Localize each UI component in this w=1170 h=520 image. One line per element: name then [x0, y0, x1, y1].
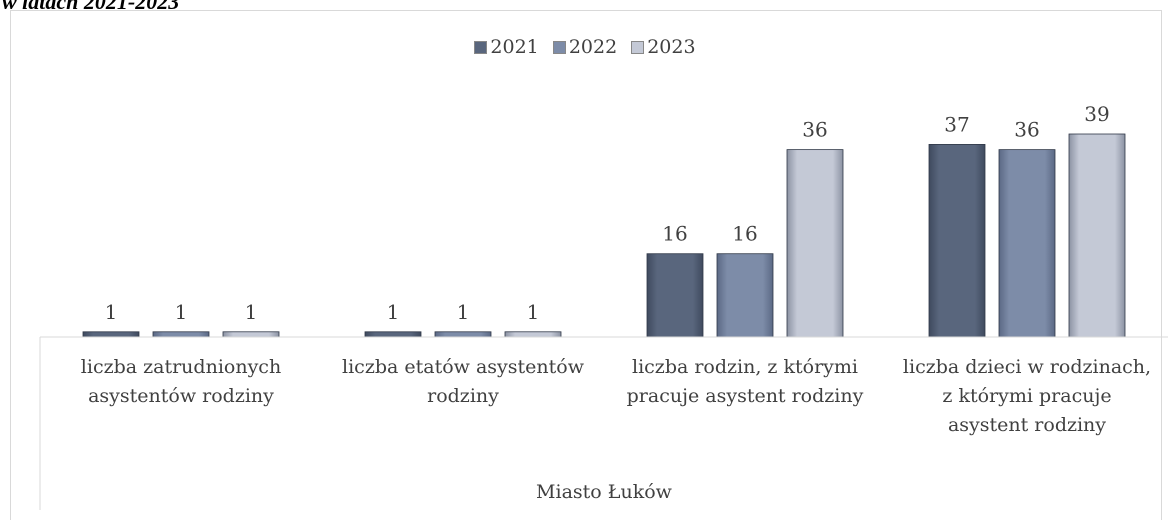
- bar-2023-cat-3: [787, 150, 843, 337]
- category-label-4-line-3: asystent rodziny: [892, 411, 1162, 440]
- category-label-4-line-1: liczba dzieci w rodzinach,: [892, 353, 1162, 382]
- data-label-2023-cat-4: 39: [1084, 102, 1109, 126]
- bar-2022-cat-2: [435, 332, 491, 337]
- bar-2022-cat-1: [153, 332, 209, 337]
- data-label-2023-cat-3: 36: [802, 118, 827, 142]
- bar-2023-cat-4: [1069, 134, 1125, 337]
- category-label-2: liczba etatów asystentów rodziny: [328, 353, 598, 411]
- bar-2022-cat-3: [717, 254, 773, 337]
- category-label-1-line-1: liczba zatrudnionych: [46, 353, 316, 382]
- category-label-1: liczba zatrudnionych asystentów rodziny: [46, 353, 316, 411]
- data-label-2023-cat-2: 1: [527, 300, 540, 324]
- data-label-2022-cat-2: 1: [457, 300, 470, 324]
- bar-2022-cat-4: [999, 150, 1055, 337]
- category-label-1-line-2: asystentów rodziny: [46, 382, 316, 411]
- data-label-2022-cat-4: 36: [1014, 118, 1039, 142]
- category-label-3-line-2: pracuje asystent rodziny: [610, 382, 880, 411]
- data-label-2021-cat-2: 1: [387, 300, 400, 324]
- group-label: Miasto Łuków: [40, 481, 1168, 503]
- bar-2023-cat-1: [223, 332, 279, 337]
- bar-2023-cat-2: [505, 332, 561, 337]
- bars-layer: 1 1 1 1 1 1 16 16 36 37 36 39: [83, 102, 1125, 337]
- bar-2021-cat-2: [365, 332, 421, 337]
- category-label-3-line-1: liczba rodzin, z którymi: [610, 353, 880, 382]
- data-label-2023-cat-1: 1: [245, 300, 258, 324]
- bar-2021-cat-4: [929, 144, 985, 337]
- category-label-3: liczba rodzin, z którymi pracuje asystent…: [610, 353, 880, 411]
- category-label-2-line-1: liczba etatów asystentów: [328, 353, 598, 382]
- data-label-2021-cat-4: 37: [944, 112, 969, 136]
- data-label-2022-cat-3: 16: [732, 222, 757, 246]
- category-label-4-line-2: z którymi pracuje: [892, 382, 1162, 411]
- bar-2021-cat-3: [647, 254, 703, 337]
- category-label-4: liczba dzieci w rodzinach, z którymi prac…: [892, 353, 1162, 440]
- category-label-2-line-2: rodziny: [328, 382, 598, 411]
- data-label-2022-cat-1: 1: [175, 300, 188, 324]
- data-label-2021-cat-1: 1: [105, 300, 118, 324]
- bar-2021-cat-1: [83, 332, 139, 337]
- data-label-2021-cat-3: 16: [662, 222, 687, 246]
